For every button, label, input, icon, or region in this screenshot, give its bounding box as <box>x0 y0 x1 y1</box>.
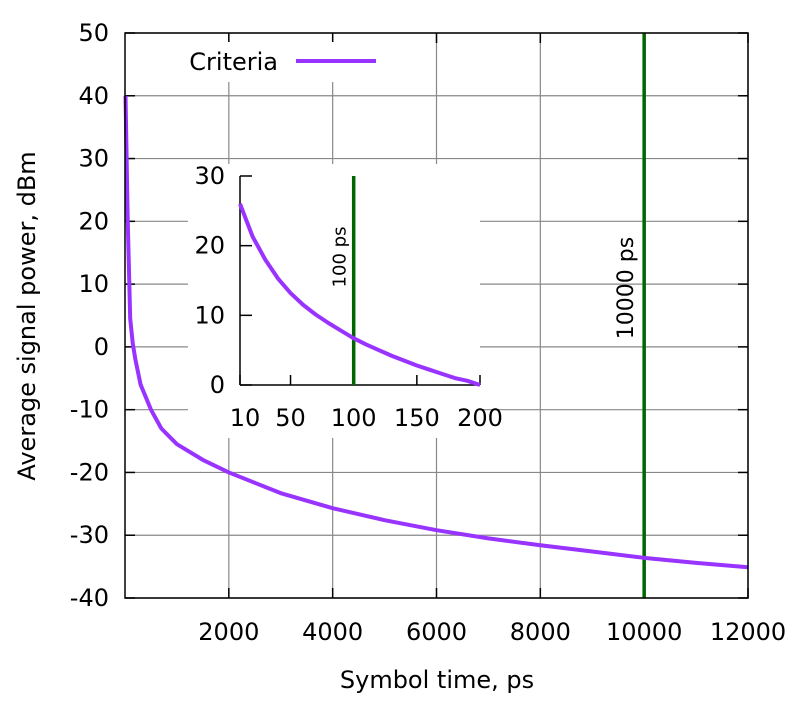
y-tick-label: 0 <box>94 333 109 361</box>
inset-vline-100-label: 100 ps <box>330 227 351 288</box>
inset-background <box>188 164 480 438</box>
x-tick-label: 8000 <box>510 618 571 646</box>
x-tick-label: 12000 <box>710 618 786 646</box>
main-tick-labels: 2000 4000 6000 8000 10000 12000-40-30-20-1001… <box>70 19 786 646</box>
y-tick-label: 50 <box>78 19 109 47</box>
main-series <box>123 95 749 570</box>
inset-x-tick-label: 150 <box>394 404 440 432</box>
plot-frame <box>124 32 749 599</box>
inset-x-tick-label: 10 <box>230 404 261 432</box>
y-tick-label: 30 <box>78 145 109 173</box>
y-tick-label: -40 <box>70 584 109 612</box>
inset-x-tick-label: 100 <box>331 404 377 432</box>
y-tick-label: 40 <box>78 82 109 110</box>
legend-label-criteria: Criteria <box>189 48 278 76</box>
y-tick-label: 20 <box>78 207 109 235</box>
x-tick-label: 2000 <box>198 618 259 646</box>
x-tick-label: 6000 <box>406 618 467 646</box>
x-axis-label: Symbol time, ps <box>340 666 534 694</box>
series-criteria-line <box>123 95 749 570</box>
y-axis-label: Average signal power, dBm <box>13 151 41 480</box>
main-annotations: 10000 ps <box>614 33 646 598</box>
y-tick-label: -30 <box>70 521 109 549</box>
inset-y-tick-label: 20 <box>194 232 225 260</box>
inset-y-tick-label: 10 <box>194 301 225 329</box>
main-frame <box>124 32 749 599</box>
inset-y-tick-label: 30 <box>194 162 225 190</box>
inset-x-tick-label: 200 <box>457 404 503 432</box>
vline-10000-label: 10000 ps <box>614 237 639 339</box>
inset-series-criteria-line <box>238 203 481 387</box>
y-tick-label: -20 <box>70 458 109 486</box>
y-tick-label: 10 <box>78 270 109 298</box>
inset-y-tick-label: 0 <box>210 371 225 399</box>
x-tick-label: 10000 <box>606 618 682 646</box>
x-tick-label: 4000 <box>302 618 363 646</box>
y-tick-label: -10 <box>70 396 109 424</box>
legend: Criteria <box>172 42 387 82</box>
inset-x-tick-label: 50 <box>275 404 306 432</box>
